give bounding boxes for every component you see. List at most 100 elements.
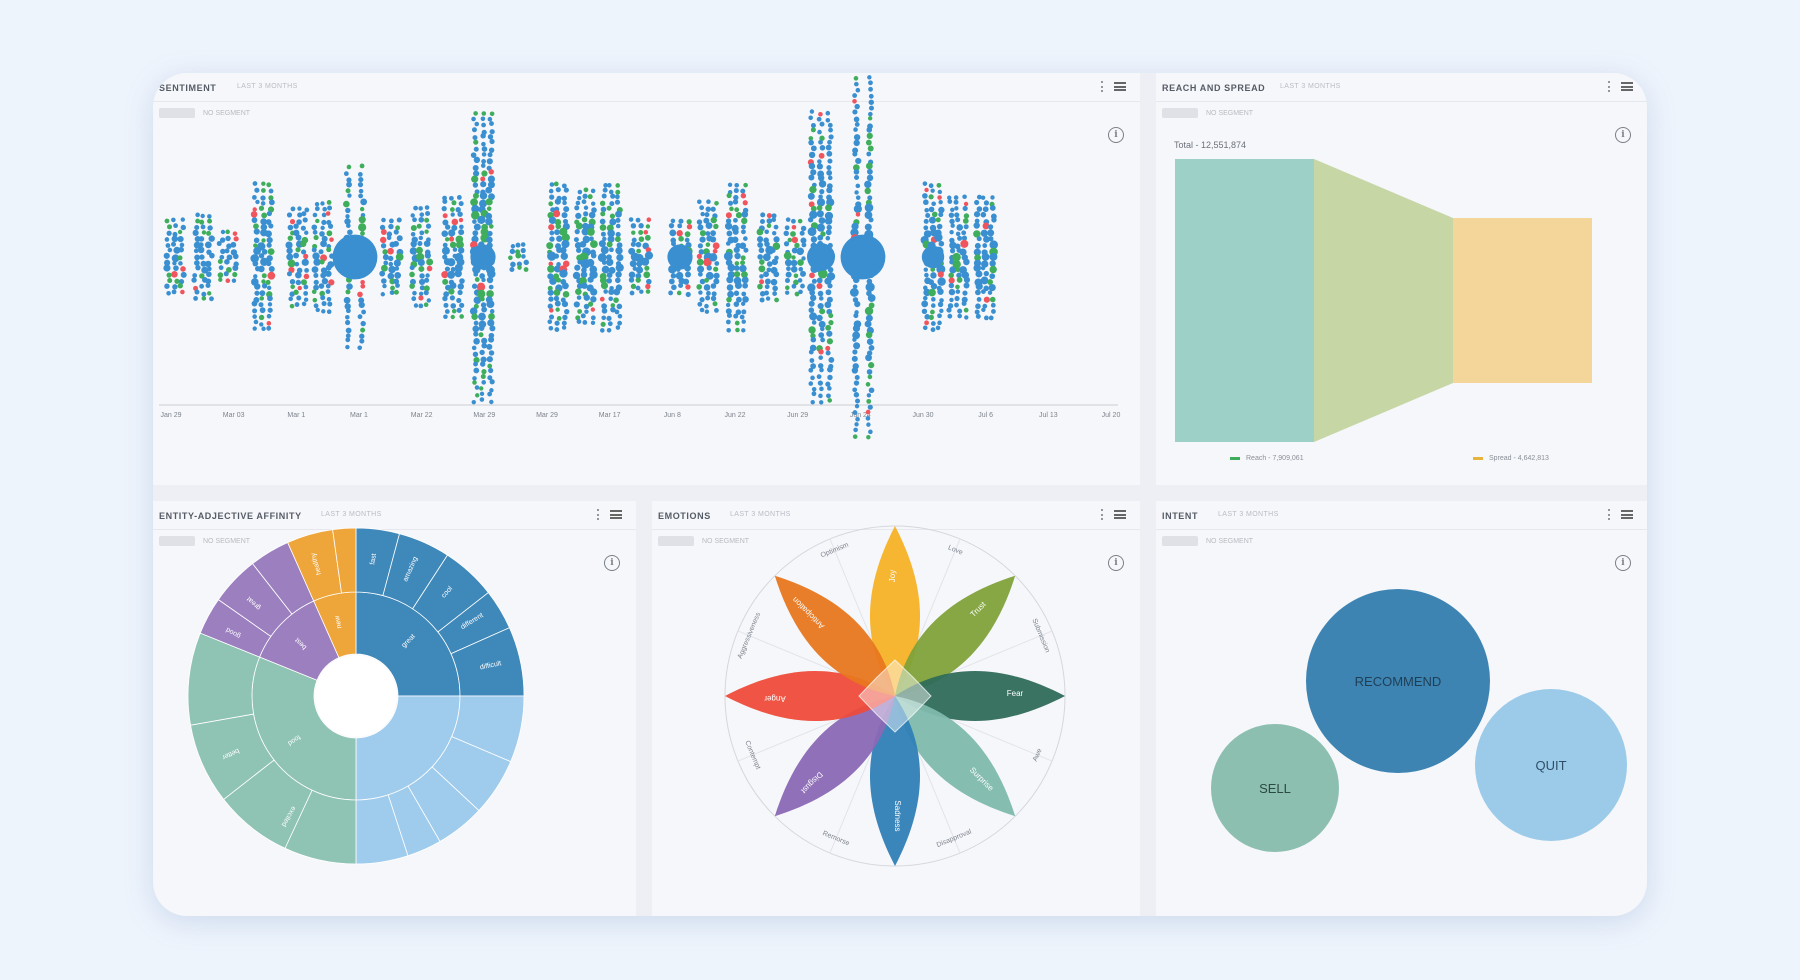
info-icon[interactable]: i	[1108, 555, 1124, 571]
sunburst-outer-segment[interactable]	[332, 527, 357, 594]
bubble-quit[interactable]: QUIT	[1475, 689, 1627, 841]
emotion-petal[interactable]: Anticipation	[757, 558, 913, 714]
sentiment-point	[443, 291, 450, 298]
sentiment-point	[266, 210, 272, 217]
sentiment-point	[684, 231, 691, 238]
sentiment-point	[961, 235, 968, 241]
sentiment-point	[259, 296, 265, 301]
sentiment-cluster[interactable]	[409, 205, 434, 309]
sentiment-cluster[interactable]	[572, 187, 598, 326]
sentiment-cluster[interactable]	[285, 206, 310, 309]
sentiment-cluster[interactable]	[756, 212, 781, 303]
sentiment-point	[868, 86, 873, 92]
sentiment-point	[732, 236, 739, 243]
sentiment-cluster[interactable]	[696, 199, 720, 314]
menu-icon[interactable]	[610, 510, 622, 519]
segment-chip[interactable]	[1162, 536, 1198, 546]
sentiment-point	[590, 296, 597, 303]
sentiment-cluster[interactable]	[783, 217, 807, 297]
sentiment-cluster[interactable]	[250, 181, 276, 331]
sentiment-point	[818, 217, 826, 224]
sentiment-cluster[interactable]	[163, 217, 187, 296]
sentiment-cluster[interactable]	[723, 182, 749, 333]
emotion-petal[interactable]: Disgust	[757, 678, 913, 834]
sentiment-cluster[interactable]	[628, 217, 654, 296]
sentiment-point	[327, 301, 333, 307]
segment-chip[interactable]	[159, 108, 195, 118]
sentiment-point	[442, 242, 448, 248]
sentiment-point	[614, 199, 621, 205]
panel-title: EMOTIONS	[658, 511, 711, 521]
sentiment-cluster[interactable]	[946, 194, 971, 320]
sentiment-cluster[interactable]	[311, 200, 335, 314]
sentiment-point	[818, 268, 828, 279]
more-options-icon[interactable]	[1101, 81, 1104, 92]
sentiment-cluster[interactable]	[191, 212, 215, 302]
emotion-petal[interactable]: Fear	[895, 671, 1065, 721]
menu-icon[interactable]	[1114, 82, 1126, 91]
more-options-icon[interactable]	[1608, 81, 1611, 92]
sentiment-point	[194, 224, 200, 230]
sentiment-point	[930, 303, 936, 308]
segment-chip[interactable]	[658, 536, 694, 546]
sentiment-point	[258, 314, 265, 321]
sentiment-point	[473, 139, 479, 145]
sentiment-cluster[interactable]	[920, 181, 946, 333]
menu-icon[interactable]	[1114, 510, 1126, 519]
sentiment-point	[733, 188, 739, 194]
info-icon[interactable]: i	[1108, 127, 1124, 143]
sentiment-point	[825, 117, 831, 123]
segment-filter[interactable]: NO SEGMENT	[1162, 108, 1253, 118]
sentiment-point	[361, 309, 367, 315]
more-options-icon[interactable]	[597, 509, 600, 520]
sentiment-cluster[interactable]	[508, 242, 529, 273]
sentiment-cluster[interactable]	[469, 111, 496, 405]
sentiment-cluster[interactable]	[807, 109, 836, 405]
emotion-petal[interactable]: Trust	[877, 558, 1033, 714]
sentiment-point	[800, 225, 807, 232]
sentiment-point	[784, 225, 790, 231]
bubble-sell[interactable]: SELL	[1211, 724, 1339, 852]
sentiment-cluster[interactable]	[840, 75, 886, 440]
segment-chip[interactable]	[1162, 108, 1198, 118]
sentiment-point	[772, 291, 778, 296]
sentiment-cluster[interactable]	[216, 229, 239, 283]
emotion-petal[interactable]: Anger	[725, 671, 895, 721]
sentiment-point	[608, 189, 614, 195]
sentiment-cluster[interactable]	[441, 195, 465, 320]
info-icon[interactable]: i	[604, 555, 620, 571]
info-icon[interactable]: i	[1615, 127, 1631, 143]
sentiment-point	[939, 308, 944, 314]
sentiment-point	[810, 363, 817, 370]
menu-icon[interactable]	[1621, 510, 1633, 519]
segment-filter[interactable]: NO SEGMENT	[658, 536, 749, 546]
sentiment-point	[930, 188, 935, 193]
emotion-petal[interactable]: Joy	[869, 526, 921, 696]
segment-filter[interactable]: NO SEGMENT	[159, 536, 250, 546]
sentiment-cluster[interactable]	[597, 182, 624, 333]
sentiment-point	[827, 122, 833, 128]
sentiment-point	[418, 216, 425, 223]
emotion-petal[interactable]: Surprise	[877, 678, 1033, 834]
sentiment-point	[635, 266, 644, 274]
sentiment-point	[867, 195, 873, 201]
info-icon[interactable]: i	[1615, 555, 1631, 571]
sentiment-cluster[interactable]	[379, 217, 404, 297]
wheel-center-polygon	[858, 659, 932, 733]
more-options-icon[interactable]	[1101, 509, 1104, 520]
sentiment-cluster[interactable]	[973, 194, 999, 321]
emotion-petal[interactable]: Sadness	[869, 696, 921, 866]
sentiment-point	[924, 314, 931, 320]
bubble-recommend[interactable]: RECOMMEND	[1306, 589, 1490, 773]
segment-chip[interactable]	[159, 536, 195, 546]
more-options-icon[interactable]	[1608, 509, 1611, 520]
sentiment-point	[852, 284, 858, 289]
sentiment-cluster[interactable]	[332, 163, 378, 351]
segment-filter[interactable]: NO SEGMENT	[159, 108, 250, 118]
menu-icon[interactable]	[1621, 82, 1633, 91]
sentiment-cluster[interactable]	[667, 218, 693, 298]
sentiment-point	[300, 225, 306, 231]
segment-filter[interactable]: NO SEGMENT	[1162, 536, 1253, 546]
sentiment-cluster[interactable]	[546, 181, 570, 332]
sentiment-point	[713, 223, 719, 230]
